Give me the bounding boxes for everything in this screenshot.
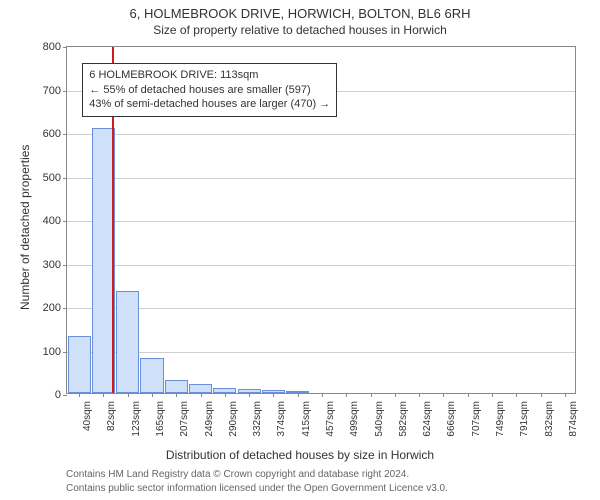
xtick-mark	[322, 393, 323, 397]
gridline-h	[67, 308, 575, 309]
xtick-label: 290sqm	[228, 401, 239, 437]
xtick-mark	[298, 393, 299, 397]
xtick-mark	[395, 393, 396, 397]
gridline-h	[67, 178, 575, 179]
ytick-label: 200	[43, 302, 67, 314]
gridline-h	[67, 265, 575, 266]
xtick-label: 82sqm	[106, 401, 117, 431]
histogram-bar	[165, 380, 188, 393]
xtick-mark	[346, 393, 347, 397]
xtick-mark	[492, 393, 493, 397]
x-axis-label: Distribution of detached houses by size …	[0, 448, 600, 462]
xtick-label: 749sqm	[495, 401, 506, 437]
xtick-mark	[249, 393, 250, 397]
xtick-label: 165sqm	[155, 401, 166, 437]
xtick-label: 499sqm	[349, 401, 360, 437]
plot-area: 010020030040050060070080040sqm82sqm123sq…	[66, 46, 576, 394]
annotation-line: ← 55% of detached houses are smaller (59…	[89, 83, 330, 98]
ytick-label: 700	[43, 85, 67, 97]
ytick-label: 800	[43, 41, 67, 53]
xtick-label: 666sqm	[446, 401, 457, 437]
xtick-label: 332sqm	[252, 401, 263, 437]
xtick-label: 791sqm	[519, 401, 530, 437]
histogram-bar	[140, 358, 163, 393]
ytick-label: 100	[43, 346, 67, 358]
gridline-h	[67, 134, 575, 135]
xtick-mark	[201, 393, 202, 397]
xtick-label: 624sqm	[422, 401, 433, 437]
ytick-label: 600	[43, 128, 67, 140]
xtick-mark	[371, 393, 372, 397]
xtick-mark	[128, 393, 129, 397]
annotation-line: 43% of semi-detached houses are larger (…	[89, 97, 330, 112]
xtick-mark	[565, 393, 566, 397]
xtick-label: 582sqm	[398, 401, 409, 437]
chart-title: 6, HOLMEBROOK DRIVE, HORWICH, BOLTON, BL…	[0, 0, 600, 21]
xtick-label: 540sqm	[374, 401, 385, 437]
annotation-box: 6 HOLMEBROOK DRIVE: 113sqm← 55% of detac…	[82, 63, 337, 118]
xtick-mark	[419, 393, 420, 397]
histogram-bar	[68, 336, 91, 393]
xtick-label: 123sqm	[131, 401, 142, 437]
xtick-mark	[176, 393, 177, 397]
gridline-h	[67, 221, 575, 222]
xtick-label: 832sqm	[544, 401, 555, 437]
xtick-mark	[541, 393, 542, 397]
footer-line-2: Contains public sector information licen…	[66, 482, 448, 496]
xtick-mark	[225, 393, 226, 397]
annotation-line: 6 HOLMEBROOK DRIVE: 113sqm	[89, 68, 330, 83]
xtick-mark	[79, 393, 80, 397]
ytick-label: 500	[43, 172, 67, 184]
ytick-label: 300	[43, 259, 67, 271]
xtick-wrap: 874sqm	[568, 401, 600, 412]
footer-attribution: Contains HM Land Registry data © Crown c…	[66, 468, 448, 495]
xtick-label: 40sqm	[82, 401, 93, 431]
footer-line-1: Contains HM Land Registry data © Crown c…	[66, 468, 448, 482]
xtick-label: 374sqm	[276, 401, 287, 437]
ytick-label: 0	[55, 389, 67, 401]
xtick-mark	[103, 393, 104, 397]
xtick-label: 457sqm	[325, 401, 336, 437]
xtick-label: 415sqm	[301, 401, 312, 437]
histogram-bar	[116, 291, 139, 393]
xtick-label: 207sqm	[179, 401, 190, 437]
xtick-mark	[443, 393, 444, 397]
gridline-h	[67, 352, 575, 353]
xtick-label: 707sqm	[471, 401, 482, 437]
ytick-label: 400	[43, 215, 67, 227]
y-axis-label: Number of detached properties	[18, 145, 32, 310]
xtick-mark	[152, 393, 153, 397]
histogram-bar	[189, 384, 212, 393]
xtick-label: 874sqm	[568, 401, 579, 437]
xtick-mark	[516, 393, 517, 397]
chart-subtitle: Size of property relative to detached ho…	[0, 21, 600, 37]
xtick-mark	[468, 393, 469, 397]
xtick-label: 249sqm	[204, 401, 215, 437]
xtick-mark	[273, 393, 274, 397]
